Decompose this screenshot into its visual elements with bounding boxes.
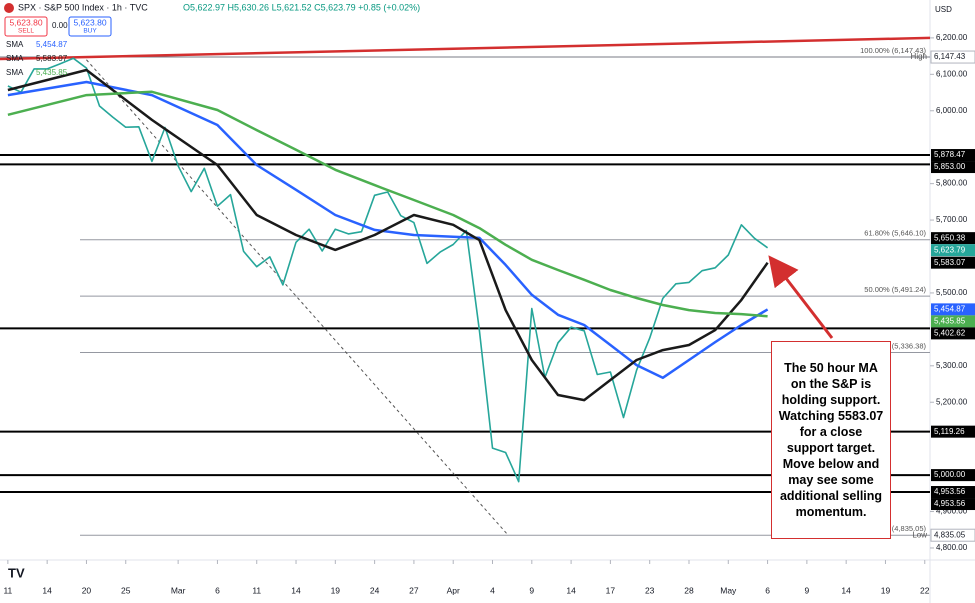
x-tick-label: 17 bbox=[606, 585, 616, 595]
x-tick-label: 14 bbox=[566, 585, 576, 595]
price-tag bbox=[931, 327, 975, 340]
price-tag bbox=[931, 486, 975, 499]
price-tag-label: 4,953.56 bbox=[934, 499, 966, 508]
x-tick-label: 22 bbox=[920, 585, 930, 595]
legend-value: 5,454.87 bbox=[36, 40, 68, 49]
x-tick-label: 19 bbox=[881, 585, 891, 595]
price-tag bbox=[931, 315, 975, 328]
x-tick-label: 11 bbox=[3, 585, 12, 595]
trendline bbox=[86, 59, 509, 536]
price-tag bbox=[930, 528, 975, 542]
price-tag-label: 5,878.47 bbox=[934, 150, 966, 159]
fib-label: 61.80% (5,646.10) bbox=[864, 229, 926, 238]
price-tag bbox=[931, 303, 975, 316]
fib-label: (4,835.05) bbox=[892, 524, 927, 533]
price-tag-label: 5,435.85 bbox=[934, 316, 966, 325]
overlay: SPX · S&P 500 Index · 1h · TVC O5,622.97… bbox=[4, 2, 975, 580]
x-tick-label: 14 bbox=[42, 585, 52, 595]
x-tick-label: 9 bbox=[529, 585, 534, 595]
x-tick-label: 6 bbox=[765, 585, 770, 595]
legend-value: 5,435.85 bbox=[36, 68, 68, 77]
moving-average bbox=[7, 90, 768, 318]
price-tag bbox=[931, 498, 975, 511]
x-tick-label: 28 bbox=[684, 585, 694, 595]
buy-button[interactable] bbox=[68, 16, 112, 37]
y-tick-label: 5,300.00 bbox=[936, 361, 968, 370]
price-tag-label: 5,454.87 bbox=[934, 304, 966, 313]
buy-price: 5,623.80 bbox=[73, 17, 106, 27]
sell-label: SELL bbox=[18, 28, 34, 35]
price-tag-label: 5,000.00 bbox=[934, 470, 966, 479]
x-tick-label: 27 bbox=[409, 585, 419, 595]
y-tick-label: 5,700.00 bbox=[936, 215, 968, 224]
legend-name: SMA bbox=[6, 68, 24, 77]
symbol-icon bbox=[4, 3, 14, 13]
x-tick-label: Apr bbox=[447, 585, 460, 595]
x-tick-label: 24 bbox=[370, 585, 380, 595]
y-tick-label: 6,000.00 bbox=[936, 106, 968, 115]
legend-name: SMA bbox=[6, 54, 24, 63]
moving-average bbox=[7, 80, 769, 380]
y-tick-label: 6,200.00 bbox=[936, 33, 968, 42]
x-tick-label: 19 bbox=[331, 585, 341, 595]
price-tag bbox=[931, 232, 975, 245]
annotation-arrow bbox=[768, 255, 834, 339]
symbol: SPX · S&P 500 Index · 1h · TVC bbox=[18, 2, 148, 12]
fib-label: (5,336.38) bbox=[892, 342, 927, 351]
y-tick-label: 5,200.00 bbox=[936, 397, 968, 406]
price-tag bbox=[931, 244, 975, 257]
x-tick-label: 4 bbox=[490, 585, 495, 595]
fib-label: 100.00% (6,147.43) bbox=[860, 46, 926, 55]
price-tag-label: 6,147.43 bbox=[934, 52, 966, 61]
y-tick-label: 5,800.00 bbox=[936, 179, 968, 188]
price-tag-name: High bbox=[911, 52, 927, 61]
price-tag bbox=[931, 149, 975, 162]
x-tick-label: 20 bbox=[82, 585, 92, 595]
moving-average bbox=[7, 68, 769, 402]
x-tick-label: May bbox=[720, 585, 737, 595]
x-tick-label: 14 bbox=[841, 585, 851, 595]
y-tick-label: 6,100.00 bbox=[936, 69, 968, 78]
price-tag-label: 5,402.62 bbox=[934, 328, 966, 337]
plot-area: 6,200.00 6,100.00 6,000.00 5,800.00 5,700.00… bbox=[0, 33, 968, 595]
price-tag-label: 5,853.00 bbox=[934, 162, 966, 171]
x-tick-label: 6 bbox=[215, 585, 220, 595]
spread: 0.00 bbox=[52, 21, 68, 30]
price-tag-label: 4,835.05 bbox=[934, 530, 966, 539]
currency: USD bbox=[935, 5, 952, 14]
x-tick-label: 9 bbox=[805, 585, 810, 595]
price-tag-label: 4,953.56 bbox=[934, 487, 966, 496]
price-tag-label: 5,650.38 bbox=[934, 233, 966, 242]
y-tick-label: 4,800.00 bbox=[936, 543, 968, 552]
legend-value: 5,583.07 bbox=[36, 54, 68, 63]
buy-label: BUY bbox=[83, 28, 97, 35]
legend-name: SMA bbox=[6, 40, 24, 49]
annotation: The 50 hour MA on the S&P is holding sup… bbox=[771, 341, 891, 539]
price-tag bbox=[931, 469, 975, 482]
sell-button[interactable] bbox=[4, 16, 48, 37]
fib-label: 50.00% (5,491.24) bbox=[864, 285, 926, 294]
price-tag-label: 5,583.07 bbox=[934, 258, 966, 267]
x-tick-label: Mar bbox=[171, 585, 186, 595]
ohlc: O5,622.97 H5,630.26 L5,621.52 C5,623.79 … bbox=[183, 2, 420, 12]
price-tag-label: 5,119.26 bbox=[934, 427, 965, 436]
x-tick-label: 11 bbox=[252, 585, 261, 595]
price-tag bbox=[931, 425, 975, 438]
price-tag bbox=[931, 161, 975, 174]
trendline bbox=[0, 36, 931, 61]
logo: TV bbox=[8, 565, 25, 580]
price-tag-name: Low bbox=[912, 530, 927, 539]
x-tick-label: 23 bbox=[645, 585, 655, 595]
x-tick-label: 25 bbox=[121, 585, 131, 595]
y-tick-label: 5,500.00 bbox=[936, 288, 968, 297]
y-tick-label: 4,900.00 bbox=[936, 507, 968, 516]
price-tag bbox=[931, 256, 975, 269]
sell-price: 5,623.80 bbox=[9, 17, 42, 27]
price-tag bbox=[930, 50, 975, 64]
price-tag-label: 5,623.79 bbox=[934, 245, 966, 254]
x-tick-label: 14 bbox=[291, 585, 301, 595]
